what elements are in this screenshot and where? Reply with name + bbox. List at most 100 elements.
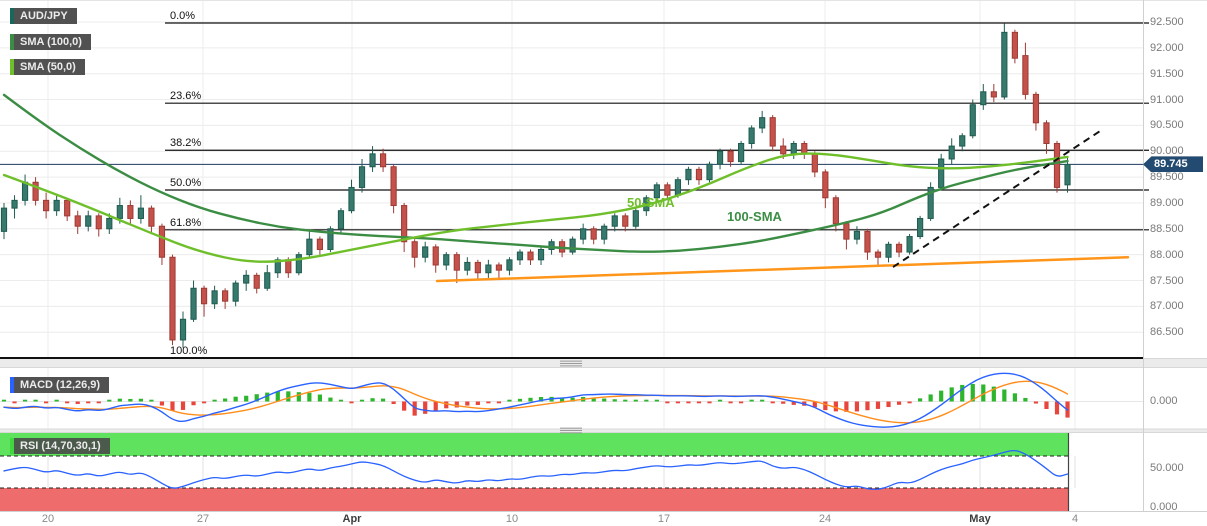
- candle-body: [927, 186, 934, 219]
- macd-histogram-bar: [149, 399, 154, 402]
- time-tick-label: 17: [657, 513, 671, 525]
- candle-body: [264, 272, 271, 289]
- fib-label: 50.0%: [170, 177, 201, 189]
- candle-body: [1001, 31, 1008, 98]
- candle-body: [95, 215, 102, 230]
- macd-histogram-bar: [970, 383, 975, 402]
- macd-histogram-bar: [844, 401, 849, 412]
- macd-histogram-bar: [444, 401, 449, 409]
- macd-histogram-bar: [865, 401, 870, 411]
- rsi-legend[interactable]: RSI (14,70,30,1): [10, 438, 110, 454]
- fib-label: 61.8%: [170, 217, 201, 229]
- macd-histogram-bar: [296, 392, 301, 402]
- macd-histogram-bar: [991, 386, 996, 402]
- candle-body: [685, 168, 692, 181]
- price-tick-label: 91.500: [1150, 67, 1184, 80]
- time-tick-label: May: [969, 513, 991, 525]
- candle-body: [990, 91, 997, 98]
- macd-histogram-bar: [496, 401, 502, 404]
- macd-histogram-bar: [696, 401, 702, 404]
- candle-body: [1032, 93, 1040, 124]
- candle-body: [516, 251, 524, 261]
- time-tick-label: 27: [196, 513, 210, 525]
- sma100-annotation: 100-SMA: [727, 209, 782, 224]
- candle-body: [706, 163, 713, 181]
- macd-histogram-bar: [96, 401, 101, 404]
- macd-histogram-bar: [591, 398, 596, 402]
- candle-body: [548, 241, 555, 250]
- sma100-legend[interactable]: SMA (100,0): [10, 34, 91, 50]
- macd-histogram-bar: [244, 395, 249, 402]
- rsi-line: [3, 449, 1069, 490]
- candle-body: [243, 274, 250, 284]
- candle-body: [759, 117, 766, 129]
- candle-body: [801, 142, 808, 155]
- candle-body: [106, 217, 113, 230]
- macd-histogram-bar: [223, 398, 228, 402]
- time-tick-label: 10: [505, 513, 519, 525]
- candle-body: [453, 254, 460, 271]
- sma50-legend[interactable]: SMA (50,0): [10, 59, 85, 75]
- candle-body: [1043, 122, 1050, 144]
- candle-body: [253, 274, 260, 289]
- rsi-mid-label: 50.000: [1150, 462, 1184, 474]
- macd-histogram-bar: [359, 399, 365, 402]
- candle-body: [969, 104, 976, 137]
- candle-body: [443, 254, 450, 266]
- macd-histogram-bar: [812, 401, 817, 408]
- candle-body: [327, 228, 334, 250]
- candle-body: [348, 186, 355, 212]
- macd-histogram-bar: [633, 399, 638, 402]
- macd-histogram-bar: [665, 401, 670, 404]
- candle-body: [116, 205, 123, 219]
- macd-histogram-bar: [307, 392, 312, 402]
- candle-body: [358, 166, 366, 188]
- candle-body: [569, 238, 576, 253]
- candle-body: [200, 287, 208, 305]
- candle-body: [474, 261, 481, 274]
- price-tick-label: 87.500: [1150, 274, 1184, 287]
- macd-histogram-bar: [854, 401, 860, 412]
- price-tick-label: 89.500: [1150, 171, 1184, 184]
- fib-label: 100.0%: [170, 345, 208, 357]
- macd-histogram-bar: [960, 384, 965, 402]
- instrument-legend[interactable]: AUD/JPY: [10, 8, 77, 24]
- macd-histogram-bar: [433, 401, 438, 412]
- candle-body: [211, 290, 218, 305]
- macd-histogram-bar: [117, 398, 122, 402]
- macd-histogram-bar: [538, 397, 544, 402]
- candle-body: [938, 158, 945, 188]
- macd-histogram-bar: [212, 399, 217, 402]
- macd-histogram-bar: [317, 394, 322, 402]
- macd-histogram-bar: [486, 401, 491, 404]
- macd-histogram-bar: [370, 398, 375, 402]
- candle-body: [158, 225, 166, 258]
- macd-histogram-bar: [602, 398, 607, 402]
- candle-body: [1064, 163, 1071, 186]
- macd-histogram-bar: [107, 399, 112, 402]
- macd-histogram-bar: [138, 398, 143, 402]
- candle-body: [664, 184, 671, 196]
- candle-body: [864, 230, 871, 253]
- macd-histogram-bar: [1, 399, 7, 402]
- price-tick-label: 89.000: [1150, 196, 1184, 209]
- macd-histogram-bar: [44, 401, 49, 404]
- candle-body: [695, 168, 703, 181]
- candle-body: [885, 243, 892, 258]
- macd-histogram-bar: [1044, 401, 1049, 410]
- macd-histogram-bar: [896, 401, 902, 405]
- macd-histogram-bar: [749, 399, 754, 402]
- macd-histogram-bar: [1012, 393, 1017, 402]
- rsi-oversold-band: [0, 488, 1069, 511]
- macd-signal-line: [3, 380, 1069, 424]
- candle-body: [1053, 142, 1061, 188]
- candle-body: [832, 197, 839, 225]
- candle-body: [537, 248, 545, 261]
- candle-body: [917, 217, 924, 238]
- macd-histogram-bar: [528, 397, 533, 402]
- candle-body: [379, 153, 387, 168]
- macd-histogram-bar: [412, 401, 417, 416]
- macd-legend[interactable]: MACD (12,26,9): [10, 377, 110, 393]
